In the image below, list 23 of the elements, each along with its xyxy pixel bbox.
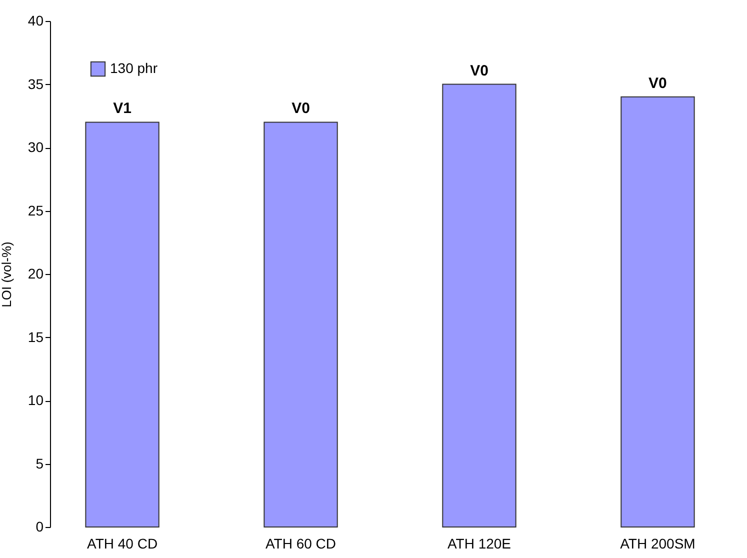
y-tick-label: 20 [28, 266, 44, 282]
y-tick-label: 5 [36, 455, 44, 472]
bar [85, 122, 160, 528]
data-label: V0 [648, 74, 667, 92]
x-tick-label: ATH 200SM [620, 536, 696, 552]
y-tick-label: 35 [28, 76, 44, 92]
bar [264, 122, 338, 528]
data-label: V0 [470, 62, 488, 80]
x-tick-label: ATH 60 CD [265, 536, 336, 552]
data-label: V0 [292, 100, 310, 118]
y-axis-title: LOI (vol-%) [0, 242, 14, 308]
legend-label: 130 phr [110, 60, 158, 76]
y-tick-label: 30 [28, 139, 44, 155]
y-tick-label: 0 [36, 518, 44, 534]
y-tick-label: 25 [28, 202, 44, 218]
x-tick-label: ATH 120E [447, 536, 512, 552]
y-tick-label: 40 [28, 12, 44, 28]
bar [620, 96, 695, 528]
y-tick-label: 15 [28, 328, 44, 345]
data-label: V1 [113, 100, 132, 118]
bar [442, 84, 516, 528]
y-tick-label: 10 [28, 392, 44, 408]
x-tick-label: ATH 40 CD [87, 536, 158, 552]
